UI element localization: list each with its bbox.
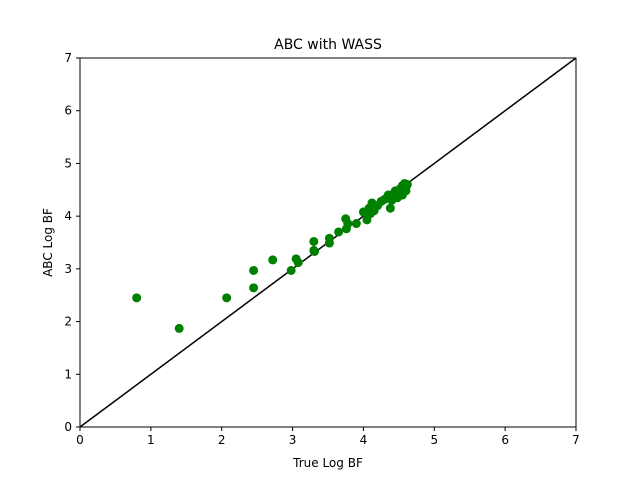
data-point [174, 323, 184, 333]
data-point [309, 236, 319, 246]
x-tick-label: 1 [147, 433, 155, 447]
y-tick-label: 7 [64, 51, 72, 65]
y-tick-label: 6 [64, 104, 72, 118]
data-point [132, 293, 142, 303]
data-point [351, 219, 361, 229]
data-point [249, 283, 259, 293]
data-point [343, 219, 353, 229]
y-tick-label: 3 [64, 262, 72, 276]
y-tick-label: 0 [64, 420, 72, 434]
data-point [324, 233, 334, 243]
x-axis-label: True Log BF [292, 456, 363, 470]
data-point [286, 265, 296, 275]
x-tick-label: 2 [218, 433, 226, 447]
data-point [385, 203, 395, 213]
data-point [249, 265, 259, 275]
x-tick-label: 4 [360, 433, 368, 447]
x-tick-label: 0 [76, 433, 84, 447]
data-point [334, 227, 344, 237]
x-tick-label: 7 [572, 433, 580, 447]
y-axis-label: ABC Log BF [41, 208, 55, 277]
data-point [394, 191, 404, 201]
plot-frame [79, 57, 577, 428]
y-tick-label: 4 [64, 209, 72, 223]
data-point [293, 258, 303, 268]
x-tick-label: 3 [289, 433, 297, 447]
y-tick-label: 1 [64, 367, 72, 381]
data-point [310, 246, 320, 256]
data-point [222, 293, 232, 303]
y-tick-label: 5 [64, 156, 72, 170]
chart-title: ABC with WASS [274, 37, 382, 53]
y-tick-label: 2 [64, 315, 72, 329]
x-tick-label: 5 [430, 433, 438, 447]
x-tick-label: 6 [501, 433, 509, 447]
data-point [268, 255, 278, 265]
